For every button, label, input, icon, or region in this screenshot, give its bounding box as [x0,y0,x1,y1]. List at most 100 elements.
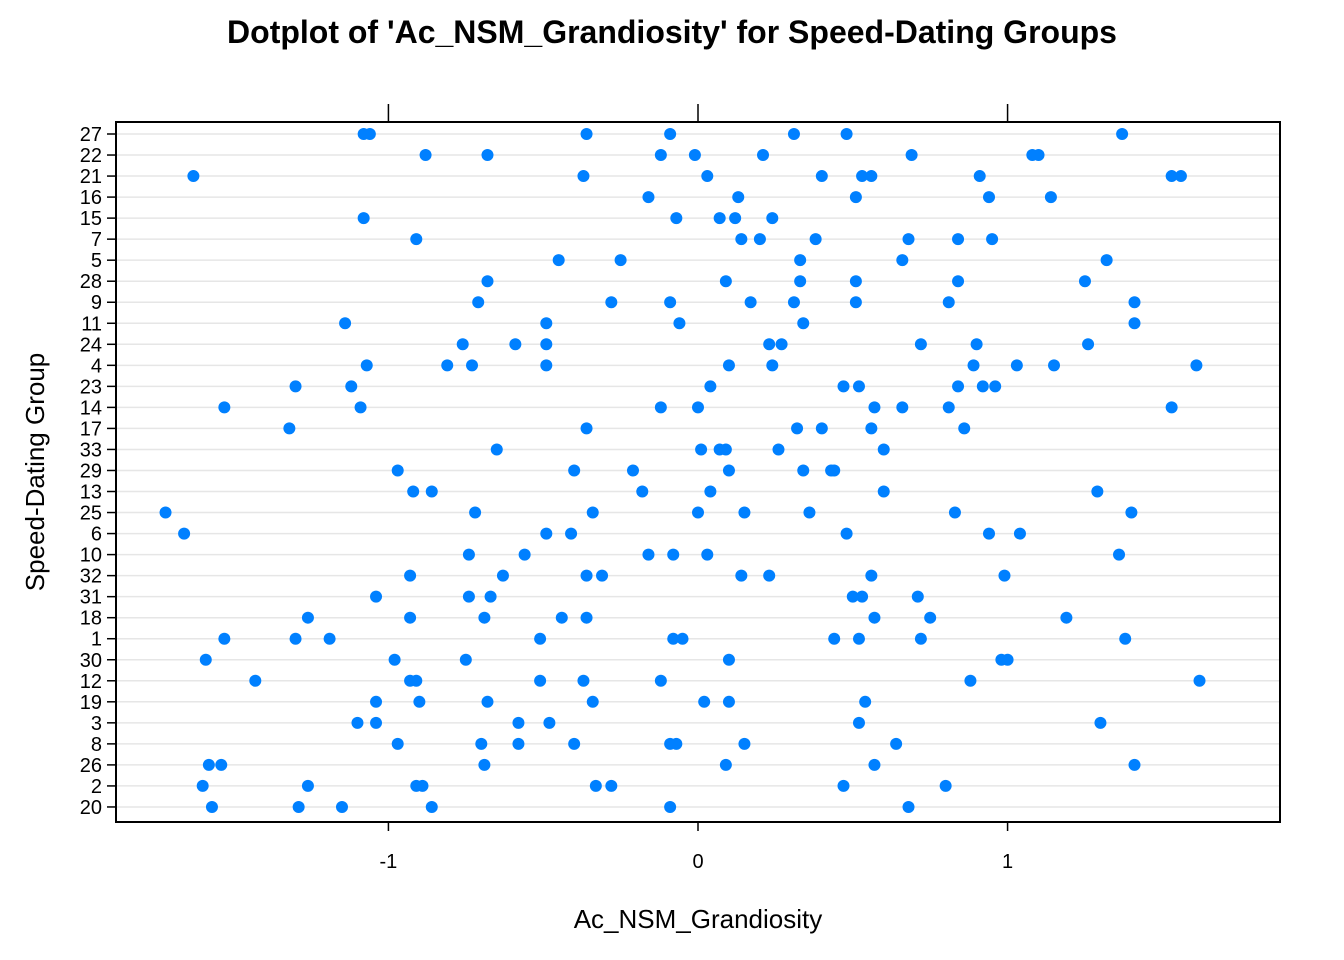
x-tick-label: -1 [380,851,398,873]
data-point [667,548,680,561]
data-point [849,296,862,309]
data-point [670,212,683,225]
data-point [413,695,426,708]
data-point [614,254,627,267]
data-point [1044,191,1057,204]
data-point [462,548,475,561]
data-point [351,716,364,729]
data-point [218,401,231,414]
data-point [478,611,491,624]
data-point [456,338,469,351]
data-point [763,338,776,351]
data-point [199,653,212,666]
data-point [466,359,479,372]
data-point [840,527,853,540]
data-point [339,317,352,330]
data-point [205,800,218,813]
y-tick-label: 9 [91,292,102,314]
data-point [565,527,578,540]
data-point [719,758,732,771]
data-point [766,212,779,225]
data-point [852,632,865,645]
data-point [701,548,714,561]
y-tick-label: 27 [80,124,102,146]
data-point [738,737,751,750]
data-point [419,149,432,162]
data-point [976,380,989,393]
data-point [967,359,980,372]
y-tick-label: 20 [80,797,102,819]
data-point [852,380,865,393]
data-point [518,548,531,561]
data-point [989,380,1002,393]
data-point [540,317,553,330]
data-point [605,296,618,309]
data-point [983,527,995,540]
data-point [815,170,828,183]
data-point [670,737,683,750]
data-point [856,170,869,183]
chart-title: Dotplot of 'Ac_NSM_Grandiosity' for Spee… [227,14,1117,50]
data-point [849,191,862,204]
data-point [512,716,525,729]
data-point [753,233,766,246]
y-tick-label: 8 [91,734,102,756]
y-tick-label: 4 [91,355,102,377]
y-tick-label: 31 [80,587,102,609]
y-tick-label: 14 [80,397,102,419]
y-tick-label: 6 [91,524,102,546]
data-point [388,653,401,666]
data-point [998,569,1011,582]
data-point [803,506,816,519]
data-point [701,170,714,183]
data-point [952,275,965,288]
data-point [1013,527,1026,540]
data-point [478,758,491,771]
data-point [797,464,810,477]
data-point [942,296,955,309]
data-point [791,422,804,435]
data-point [540,338,553,351]
y-tick-label: 5 [91,250,102,272]
data-point [719,443,732,456]
gridlines [116,133,1280,808]
data-point [896,401,909,414]
data-point [1125,506,1138,519]
data-point [462,590,475,603]
data-point [735,233,748,246]
data-point [713,212,726,225]
data-point [676,632,689,645]
data-point [837,380,850,393]
data-point [577,674,590,687]
data-point [360,359,373,372]
data-point [856,590,869,603]
data-point [729,212,742,225]
data-point [865,569,878,582]
data-point [1113,548,1126,561]
y-tick-label: 21 [80,166,102,188]
data-point [692,401,704,414]
y-tick-label: 1 [91,629,102,651]
data-point [1100,254,1113,267]
data-point [292,800,305,813]
y-tick-label: 26 [80,755,102,777]
data-point [1078,275,1091,288]
y-tick-label: 3 [91,713,102,735]
y-tick-label: 17 [80,418,102,440]
data-point [1165,170,1178,183]
data-point [939,779,952,792]
data-point [410,674,423,687]
data-point [289,380,302,393]
data-point [490,443,503,456]
data-point [794,275,807,288]
data-point [391,464,404,477]
data-point [973,170,986,183]
data-point [1128,317,1141,330]
data-point [763,569,776,582]
data-point [218,632,231,645]
data-point [605,779,618,792]
data-point [370,695,383,708]
data-point [738,506,751,519]
data-point [868,758,881,771]
data-point [983,191,995,204]
